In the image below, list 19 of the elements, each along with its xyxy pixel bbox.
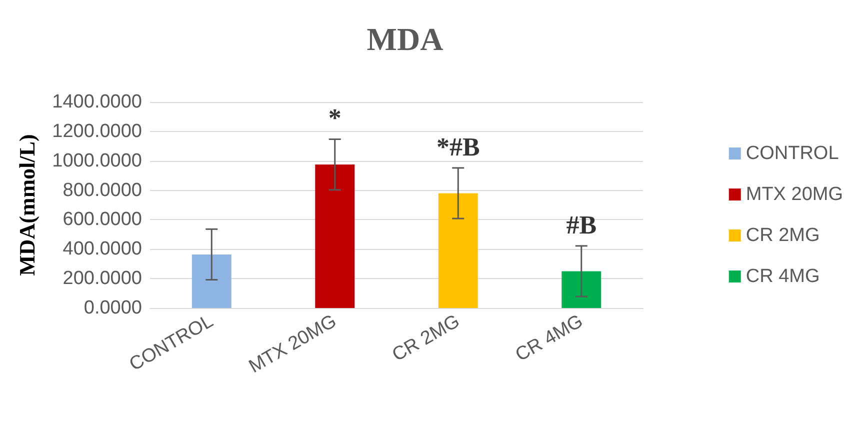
annotation: *#B <box>436 132 480 162</box>
y-tick-label: 400.0000 <box>62 238 142 260</box>
annotation: * <box>328 104 342 133</box>
legend-label: CR 4MG <box>746 266 820 287</box>
y-tick-label: 0.0000 <box>84 298 142 318</box>
legend-label: MTX 20MG <box>746 184 843 205</box>
chart-title: MDA <box>366 21 444 57</box>
y-axis-title: MDA(mmol/L) <box>14 134 40 276</box>
y-tick-label: 200.0000 <box>62 268 142 290</box>
annotation: #B <box>566 210 597 240</box>
legend-label: CR 2MG <box>746 225 820 246</box>
y-tick-label: 1400.0000 <box>52 92 142 112</box>
y-tick-label: 800.0000 <box>62 180 142 201</box>
legend-label: CONTROL <box>746 143 839 164</box>
y-tick-label: 1200.0000 <box>52 120 142 142</box>
y-tick-label: 600.0000 <box>62 209 142 230</box>
x-tick-label: CR 2MG <box>388 310 464 366</box>
y-tick-label: 1000.0000 <box>52 150 142 172</box>
x-tick-label: CR 4MG <box>512 310 587 366</box>
